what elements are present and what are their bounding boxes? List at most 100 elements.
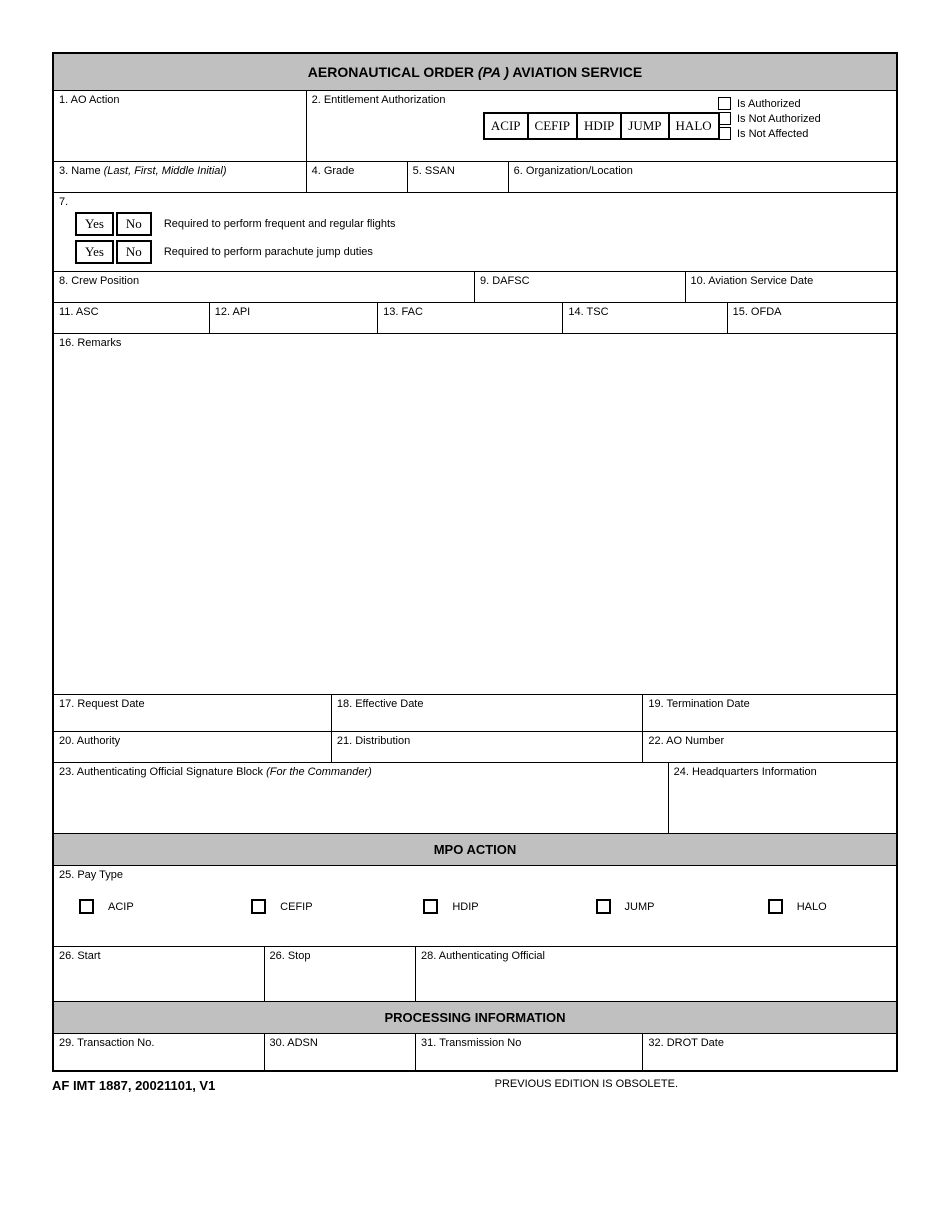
field-fac[interactable]: 13. FAC	[378, 303, 563, 333]
field-drot[interactable]: 32. DROT Date	[643, 1034, 896, 1070]
label-1: 1. AO Action	[59, 94, 120, 106]
form-title: AERONAUTICAL ORDER (PA ) AVIATION SERVIC…	[54, 54, 896, 91]
pt-cefip-label: CEFIP	[280, 901, 312, 913]
field-crew[interactable]: 8. Crew Position	[54, 272, 475, 302]
field-ssan[interactable]: 5. SSAN	[408, 162, 509, 192]
field-distribution[interactable]: 21. Distribution	[332, 732, 644, 762]
flights-yes[interactable]: Yes	[75, 212, 114, 236]
label-17: 17. Request Date	[59, 698, 145, 710]
field-tsc[interactable]: 14. TSC	[563, 303, 727, 333]
label-22: 22. AO Number	[648, 735, 724, 747]
field-remarks[interactable]: 16. Remarks	[54, 334, 896, 694]
field-start[interactable]: 26. Start	[54, 947, 265, 1001]
proc-header: PROCESSING INFORMATION	[54, 1002, 896, 1034]
chk-pt-hdip[interactable]	[423, 899, 438, 914]
form-footer: AF IMT 1887, 20021101, V1 PREVIOUS EDITI…	[52, 1078, 898, 1093]
field-transaction[interactable]: 29. Transaction No.	[54, 1034, 265, 1070]
field-adsn[interactable]: 30. ADSN	[265, 1034, 417, 1070]
pt-jump: JUMP	[596, 899, 768, 914]
label-9: 9. DAFSC	[480, 275, 530, 287]
row-23-24: 23. Authenticating Official Signature Bl…	[54, 763, 896, 834]
auth1-label: Is Authorized	[737, 98, 801, 110]
field-pay-type: 25. Pay Type ACIP CEFIP HDIP JUMP HALO	[54, 866, 896, 946]
field-ofda[interactable]: 15. OFDA	[728, 303, 896, 333]
row-29-32: 29. Transaction No. 30. ADSN 31. Transmi…	[54, 1034, 896, 1070]
pt-acip-label: ACIP	[108, 901, 134, 913]
ent-jump[interactable]: JUMP	[622, 114, 669, 138]
label-21: 21. Distribution	[337, 735, 410, 747]
label-20: 20. Authority	[59, 735, 120, 747]
pt-hdip: HDIP	[423, 899, 595, 914]
field-stop[interactable]: 26. Stop	[265, 947, 417, 1001]
row-11-15: 11. ASC 12. API 13. FAC 14. TSC 15. OFDA	[54, 303, 896, 334]
pt-halo-label: HALO	[797, 901, 827, 913]
field-termination-date[interactable]: 19. Termination Date	[643, 695, 896, 731]
field-auth-official[interactable]: 28. Authenticating Official	[416, 947, 896, 1001]
auth-not-affected: Is Not Affected	[718, 127, 888, 140]
label-3i: (Last, First, Middle Initial)	[104, 165, 227, 177]
chk-pt-halo[interactable]	[768, 899, 783, 914]
label-26a: 26. Start	[59, 950, 101, 962]
chk-pt-jump[interactable]	[596, 899, 611, 914]
row-25: 25. Pay Type ACIP CEFIP HDIP JUMP HALO	[54, 866, 896, 947]
chk-not-affected[interactable]	[718, 127, 731, 140]
flights-no[interactable]: No	[116, 212, 152, 236]
auth-group: Is Authorized Is Not Authorized Is Not A…	[718, 97, 888, 142]
field-asc[interactable]: 11. ASC	[54, 303, 210, 333]
auth-not-authorized: Is Not Authorized	[718, 112, 888, 125]
pt-acip: ACIP	[79, 899, 251, 914]
duty-parachute: Yes No Required to perform parachute jum…	[75, 240, 891, 264]
row-26-28: 26. Start 26. Stop 28. Authenticating Of…	[54, 947, 896, 1002]
label-28: 28. Authenticating Official	[421, 950, 545, 962]
auth-authorized: Is Authorized	[718, 97, 888, 110]
auth3-label: Is Not Affected	[737, 128, 808, 140]
field-hq-info[interactable]: 24. Headquarters Information	[669, 763, 896, 833]
field-request-date[interactable]: 17. Request Date	[54, 695, 332, 731]
field-sig-block[interactable]: 23. Authenticating Official Signature Bl…	[54, 763, 669, 833]
field-authority[interactable]: 20. Authority	[54, 732, 332, 762]
field-ao-number[interactable]: 22. AO Number	[643, 732, 896, 762]
pt-halo: HALO	[768, 899, 871, 914]
row-8-10: 8. Crew Position 9. DAFSC 10. Aviation S…	[54, 272, 896, 303]
field-effective-date[interactable]: 18. Effective Date	[332, 695, 644, 731]
field-grade[interactable]: 4. Grade	[307, 162, 408, 192]
label-7: 7.	[59, 196, 68, 208]
field-ao-action[interactable]: 1. AO Action	[54, 91, 307, 161]
label-30: 30. ADSN	[270, 1037, 318, 1049]
field-asd[interactable]: 10. Aviation Service Date	[686, 272, 897, 302]
ent-cefip[interactable]: CEFIP	[529, 114, 578, 138]
label-18: 18. Effective Date	[337, 698, 424, 710]
entitlement-box: ACIPCEFIPHDIPJUMPHALO	[483, 112, 720, 140]
chk-authorized[interactable]	[718, 97, 731, 110]
pay-type-row: ACIP CEFIP HDIP JUMP HALO	[59, 881, 891, 926]
label-16: 16. Remarks	[59, 337, 121, 349]
field-transmission[interactable]: 31. Transmission No	[416, 1034, 643, 1070]
chk-pt-acip[interactable]	[79, 899, 94, 914]
parachute-yes[interactable]: Yes	[75, 240, 114, 264]
title-italic: (PA )	[478, 64, 509, 80]
chk-pt-cefip[interactable]	[251, 899, 266, 914]
duty-flights: Yes No Required to perform frequent and …	[75, 212, 891, 236]
form-id: AF IMT 1887, 20021101, V1	[52, 1078, 215, 1093]
field-org[interactable]: 6. Organization/Location	[509, 162, 896, 192]
ent-hdip[interactable]: HDIP	[578, 114, 622, 138]
chk-not-authorized[interactable]	[718, 112, 731, 125]
label-31: 31. Transmission No	[421, 1037, 521, 1049]
duty2-label: Required to perform parachute jump dutie…	[164, 246, 373, 258]
label-12: 12. API	[215, 306, 250, 318]
label-6: 6. Organization/Location	[514, 165, 633, 177]
pt-cefip: CEFIP	[251, 899, 423, 914]
label-24: 24. Headquarters Information	[674, 766, 817, 778]
field-dafsc[interactable]: 9. DAFSC	[475, 272, 686, 302]
label-5: 5. SSAN	[413, 165, 455, 177]
label-2: 2. Entitlement Authorization	[312, 94, 446, 106]
ent-halo[interactable]: HALO	[670, 114, 718, 138]
row-3-6: 3. Name (Last, First, Middle Initial) 4.…	[54, 162, 896, 193]
label-15: 15. OFDA	[733, 306, 782, 318]
obsolete-note: PREVIOUS EDITION IS OBSOLETE.	[495, 1078, 678, 1093]
field-api[interactable]: 12. API	[210, 303, 378, 333]
parachute-no[interactable]: No	[116, 240, 152, 264]
ent-acip[interactable]: ACIP	[485, 114, 529, 138]
field-name[interactable]: 3. Name (Last, First, Middle Initial)	[54, 162, 307, 192]
label-11: 11. ASC	[59, 306, 99, 318]
